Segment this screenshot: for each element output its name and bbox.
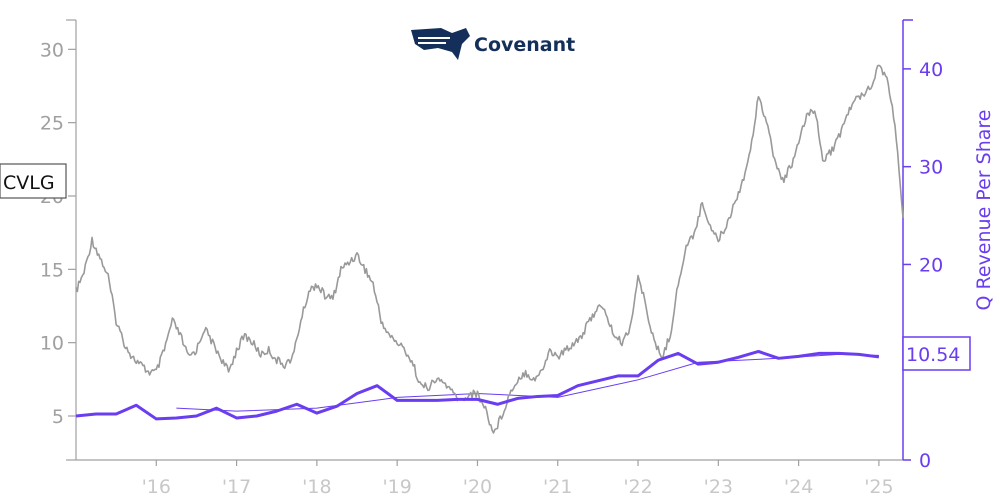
x-tick-label: '24 bbox=[784, 476, 813, 498]
ticker-tag: CVLG bbox=[3, 172, 55, 194]
right-axis-label: Q Revenue Per Share bbox=[973, 110, 995, 311]
revenue-layer bbox=[75, 349, 880, 421]
right-tick-label: 30 bbox=[919, 157, 943, 179]
right-tick-label: 0 bbox=[919, 450, 931, 472]
x-tick-label: '23 bbox=[704, 476, 733, 498]
price-layer bbox=[75, 64, 904, 434]
logo: Covenant bbox=[411, 28, 575, 60]
left-tick-label: 15 bbox=[40, 259, 64, 281]
right-tick-label: 20 bbox=[919, 254, 943, 276]
x-tick-label: '17 bbox=[222, 476, 251, 498]
left-tick-label: 10 bbox=[40, 333, 64, 355]
x-tick-label: '18 bbox=[302, 476, 331, 498]
left-tick-label: 25 bbox=[40, 113, 64, 135]
x-tick-label: '20 bbox=[463, 476, 492, 498]
right-tick-label: 40 bbox=[919, 59, 943, 81]
last-value-label: 10.54 bbox=[906, 344, 960, 366]
axes: 5 10 15 20 25 30 '16 '17 '18 '19 '20 '21 '22 '23 '24 '2… bbox=[40, 19, 995, 498]
left-tick-label: 5 bbox=[52, 406, 64, 428]
x-tick-label: '21 bbox=[543, 476, 572, 498]
revenue-line bbox=[75, 349, 880, 421]
x-tick-label: '16 bbox=[142, 476, 171, 498]
last-value-box bbox=[902, 336, 971, 371]
labels-layer: CVLG 10.54 bbox=[0, 163, 971, 371]
left-tick-label: 30 bbox=[40, 39, 64, 61]
logo-text: Covenant bbox=[474, 34, 575, 56]
x-tick-label: '19 bbox=[382, 476, 411, 498]
x-tick-label: '22 bbox=[623, 476, 652, 498]
price-line bbox=[75, 64, 904, 434]
x-tick-label: '25 bbox=[864, 476, 893, 498]
ticker-tag-box bbox=[0, 163, 67, 199]
